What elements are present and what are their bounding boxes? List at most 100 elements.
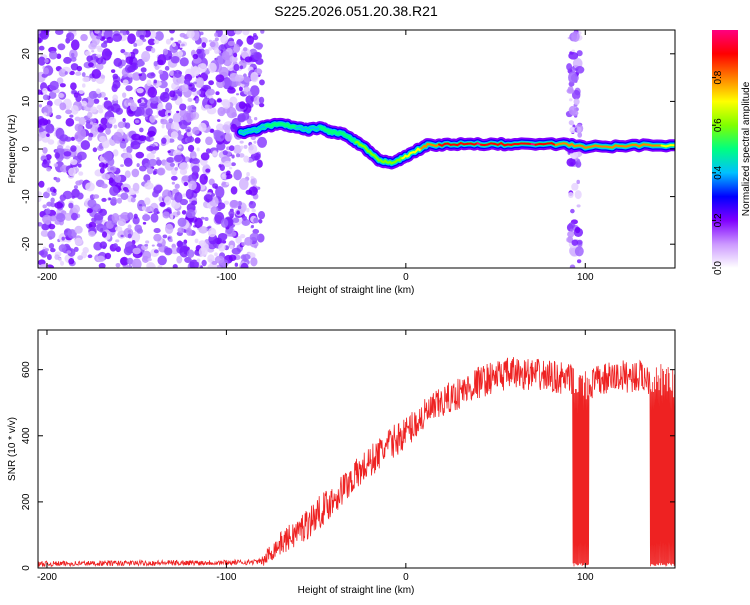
noise-blob [130, 141, 140, 150]
noise-blob [192, 70, 196, 74]
noise-blob [250, 85, 260, 96]
noise-blob [239, 178, 249, 190]
noise-blob [248, 144, 257, 154]
noise-blob [177, 227, 184, 233]
noise-blob [205, 217, 209, 221]
noise-blob [205, 136, 213, 145]
noise-blob [133, 43, 137, 47]
noise-blob [176, 111, 179, 113]
noise-blob [77, 255, 83, 260]
noise-blob [205, 168, 210, 172]
noise-blob [61, 237, 64, 241]
noise-blob [157, 211, 160, 213]
noise-blob [231, 154, 234, 158]
noise-blob [153, 146, 159, 150]
noise-blob [174, 155, 183, 162]
x-tick-label: 0 [403, 572, 409, 583]
noise-blob [209, 105, 212, 109]
noise-blob [43, 68, 49, 75]
noise-blob [251, 209, 255, 213]
noise-blob [214, 33, 218, 37]
spectrogram-x-axis-label: Height of straight line (km) [298, 285, 415, 296]
noise-blob [91, 50, 94, 52]
noise-blob [214, 252, 218, 256]
noise-blob [67, 250, 72, 254]
noise-blob [251, 225, 254, 228]
noise-blob [110, 167, 114, 171]
noise-blob [71, 39, 80, 50]
noise-blob [113, 58, 122, 67]
noise-blob [249, 201, 256, 209]
noise-blob [195, 98, 199, 102]
noise-blob [154, 249, 159, 253]
noise-blob [137, 228, 143, 234]
colorbar-tick-label: 0.6 [713, 118, 724, 132]
noise-blob [239, 101, 246, 109]
noise-blob [577, 159, 580, 163]
noise-blob [172, 42, 176, 47]
noise-blob [82, 72, 86, 77]
noise-blob [569, 106, 577, 115]
noise-blob [39, 46, 45, 51]
noise-blob [122, 92, 126, 98]
noise-blob [199, 31, 203, 35]
noise-blob [102, 231, 107, 237]
noise-blob [96, 64, 104, 70]
noise-blob [229, 145, 234, 151]
noise-blob [240, 141, 244, 144]
noise-blob [48, 224, 55, 230]
noise-blob [195, 238, 199, 243]
noise-blob [253, 52, 262, 60]
noise-blob [93, 147, 97, 152]
noise-blob [47, 230, 55, 239]
noise-blob [568, 192, 574, 198]
noise-blob [576, 127, 581, 133]
noise-blob [123, 31, 127, 35]
noise-blob [135, 120, 140, 124]
noise-blob [49, 243, 54, 249]
noise-blob [147, 87, 157, 98]
noise-blob [236, 210, 240, 214]
noise-blob [155, 31, 164, 41]
noise-blob [179, 162, 189, 171]
noise-blob [174, 167, 178, 171]
noise-blob [236, 93, 239, 95]
noise-blob [571, 31, 579, 42]
noise-blob [151, 213, 159, 223]
noise-blob [233, 145, 242, 154]
noise-blob [575, 246, 584, 256]
noise-blob [240, 234, 245, 238]
noise-blob [112, 213, 120, 222]
noise-blob [65, 109, 72, 114]
noise-blob [124, 134, 127, 138]
noise-blob [212, 151, 217, 156]
noise-blob [232, 248, 241, 255]
noise-blob [250, 233, 260, 241]
noise-blob [57, 43, 65, 50]
noise-blob [70, 145, 76, 152]
noise-blob [178, 145, 182, 148]
noise-blob [245, 56, 253, 62]
noise-blob [197, 90, 201, 94]
noise-blob [63, 57, 72, 64]
noise-blob [87, 208, 93, 213]
noise-blob [154, 80, 157, 84]
noise-blob [92, 203, 101, 212]
noise-blob [243, 258, 247, 262]
noise-blob [135, 152, 144, 159]
noise-blob [133, 183, 140, 192]
noise-blob [105, 128, 111, 135]
noise-blob [199, 247, 208, 256]
noise-blob [574, 98, 580, 105]
noise-blob [99, 162, 105, 167]
noise-blob [112, 80, 120, 89]
noise-blob [233, 53, 237, 58]
noise-blob [229, 255, 237, 261]
noise-blob [78, 163, 82, 167]
colorbar-label: Normalized spectral amplitude [741, 81, 750, 216]
noise-blob [575, 190, 582, 199]
noise-blob [130, 102, 137, 111]
noise-blob [139, 35, 144, 40]
colorbar: 0.00.20.40.60.8 Normalized spectral ampl… [712, 30, 750, 275]
